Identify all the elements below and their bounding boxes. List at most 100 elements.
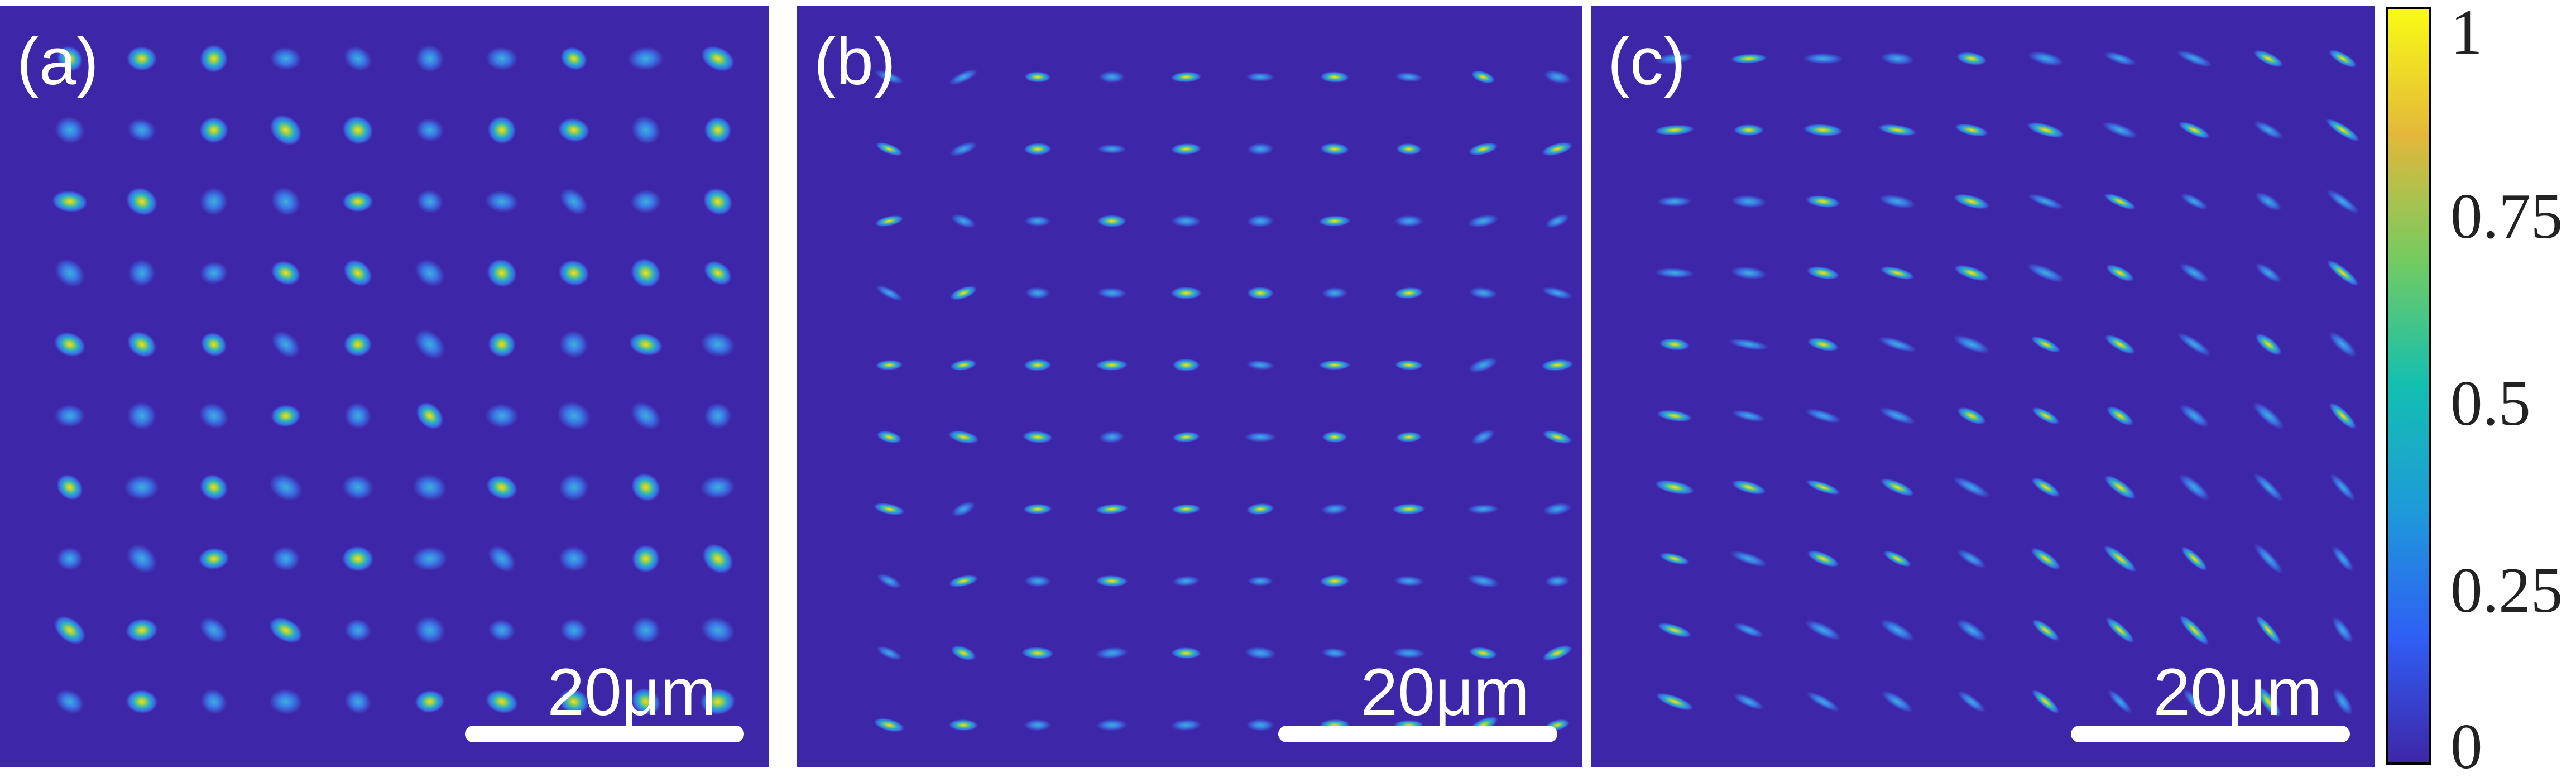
intensity-spot bbox=[1321, 287, 1348, 299]
intensity-spot bbox=[1956, 52, 1987, 65]
intensity-spot bbox=[1467, 214, 1499, 228]
intensity-spot bbox=[2253, 473, 2284, 502]
intensity-spot bbox=[2326, 118, 2359, 142]
intensity-spot bbox=[2032, 689, 2060, 714]
intensity-spot bbox=[412, 546, 448, 571]
intensity-spot bbox=[1172, 575, 1200, 587]
intensity-spot bbox=[344, 618, 371, 642]
intensity-spot bbox=[54, 404, 85, 428]
intensity-spot bbox=[948, 430, 979, 444]
intensity-spot bbox=[701, 46, 735, 71]
intensity-spot bbox=[1172, 358, 1200, 372]
intensity-spot bbox=[557, 401, 591, 430]
intensity-spot bbox=[704, 261, 732, 285]
intensity-spot bbox=[630, 189, 661, 214]
intensity-spot bbox=[1654, 124, 1695, 136]
intensity-spot bbox=[126, 618, 158, 642]
intensity-spot bbox=[199, 617, 228, 644]
intensity-spot bbox=[1171, 215, 1201, 227]
intensity-spot bbox=[2256, 615, 2281, 645]
intensity-spot bbox=[52, 190, 88, 213]
intensity-spot bbox=[2179, 615, 2209, 645]
intensity-spot bbox=[200, 474, 228, 501]
intensity-spot bbox=[1807, 337, 1839, 352]
intensity-spot bbox=[342, 116, 373, 145]
intensity-spot bbox=[1731, 195, 1767, 208]
intensity-spot bbox=[486, 689, 518, 714]
intensity-spot bbox=[1880, 266, 1915, 280]
intensity-spot bbox=[2107, 406, 2133, 426]
spot-array-c bbox=[1654, 49, 2359, 717]
intensity-spot bbox=[559, 689, 589, 714]
intensity-spot bbox=[1246, 503, 1274, 515]
intensity-spot bbox=[56, 547, 83, 570]
intensity-spot bbox=[1881, 690, 1913, 713]
intensity-spot bbox=[2181, 546, 2208, 571]
intensity-spot bbox=[1659, 338, 1690, 351]
intensity-spot bbox=[1469, 287, 1498, 299]
intensity-spot bbox=[1805, 408, 1841, 424]
intensity-spot bbox=[127, 46, 157, 71]
intensity-spot bbox=[559, 473, 589, 501]
intensity-spot bbox=[415, 690, 445, 713]
intensity-spot bbox=[1733, 693, 1764, 710]
intensity-spot bbox=[948, 719, 978, 731]
intensity-spot bbox=[874, 503, 905, 515]
intensity-spot bbox=[629, 333, 663, 356]
intensity-panel-a: (a) 20μm bbox=[0, 6, 769, 767]
intensity-spot bbox=[56, 46, 83, 71]
intensity-spot bbox=[1246, 72, 1275, 82]
intensity-spot bbox=[1803, 123, 1843, 137]
intensity-spot bbox=[2104, 475, 2136, 500]
intensity-panel-b: (b) 20μm bbox=[797, 6, 1582, 767]
intensity-spot bbox=[951, 645, 976, 661]
intensity-spot bbox=[1171, 286, 1202, 300]
intensity-spot bbox=[416, 189, 443, 214]
intensity-spot bbox=[416, 402, 444, 430]
intensity-spot bbox=[1467, 574, 1499, 588]
scale-bar-a bbox=[465, 726, 744, 742]
scale-bar-label-a: 20μm bbox=[547, 655, 716, 730]
intensity-spot bbox=[1957, 690, 1986, 713]
intensity-spot bbox=[1883, 550, 1911, 567]
intensity-spot bbox=[271, 546, 300, 571]
intensity-spot bbox=[1543, 70, 1571, 84]
intensity-spot bbox=[1171, 647, 1201, 659]
intensity-spot bbox=[631, 473, 660, 502]
intensity-spot bbox=[1654, 267, 1695, 279]
intensity-spot bbox=[2108, 689, 2132, 714]
colorbar-tick-0-75: 0.75 bbox=[2450, 181, 2563, 252]
intensity-spot bbox=[344, 402, 371, 429]
intensity-spot bbox=[560, 188, 588, 215]
intensity-spot bbox=[2255, 263, 2282, 283]
intensity-spot bbox=[1805, 620, 1841, 641]
panel-label-c: (c) bbox=[1608, 24, 1686, 99]
intensity-spot bbox=[488, 545, 516, 572]
intensity-spot bbox=[485, 404, 519, 428]
intensity-spot bbox=[1659, 553, 1690, 565]
intensity-spot bbox=[1097, 144, 1127, 154]
intensity-spot bbox=[2027, 263, 2065, 282]
intensity-spot bbox=[1024, 575, 1051, 587]
intensity-spot bbox=[1024, 359, 1052, 371]
intensity-spot bbox=[1879, 407, 1916, 425]
intensity-spot bbox=[2330, 473, 2356, 501]
intensity-spot bbox=[2326, 189, 2359, 214]
intensity-spot bbox=[632, 545, 660, 573]
intensity-spot bbox=[2031, 548, 2061, 570]
intensity-spot bbox=[631, 258, 661, 288]
intensity-spot bbox=[560, 47, 587, 70]
intensity-spot bbox=[1954, 265, 1989, 281]
intensity-spot bbox=[1953, 194, 1990, 209]
intensity-spot bbox=[198, 548, 229, 570]
intensity-spot bbox=[1471, 429, 1495, 445]
intensity-spot bbox=[2105, 264, 2134, 282]
intensity-spot bbox=[200, 187, 228, 216]
intensity-spot bbox=[1322, 431, 1347, 443]
intensity-spot bbox=[55, 258, 85, 287]
intensity-spot bbox=[1246, 286, 1274, 300]
intensity-spot bbox=[701, 617, 735, 644]
intensity-spot bbox=[1880, 478, 1915, 496]
intensity-spot bbox=[414, 616, 445, 644]
intensity-spot bbox=[1543, 502, 1572, 516]
